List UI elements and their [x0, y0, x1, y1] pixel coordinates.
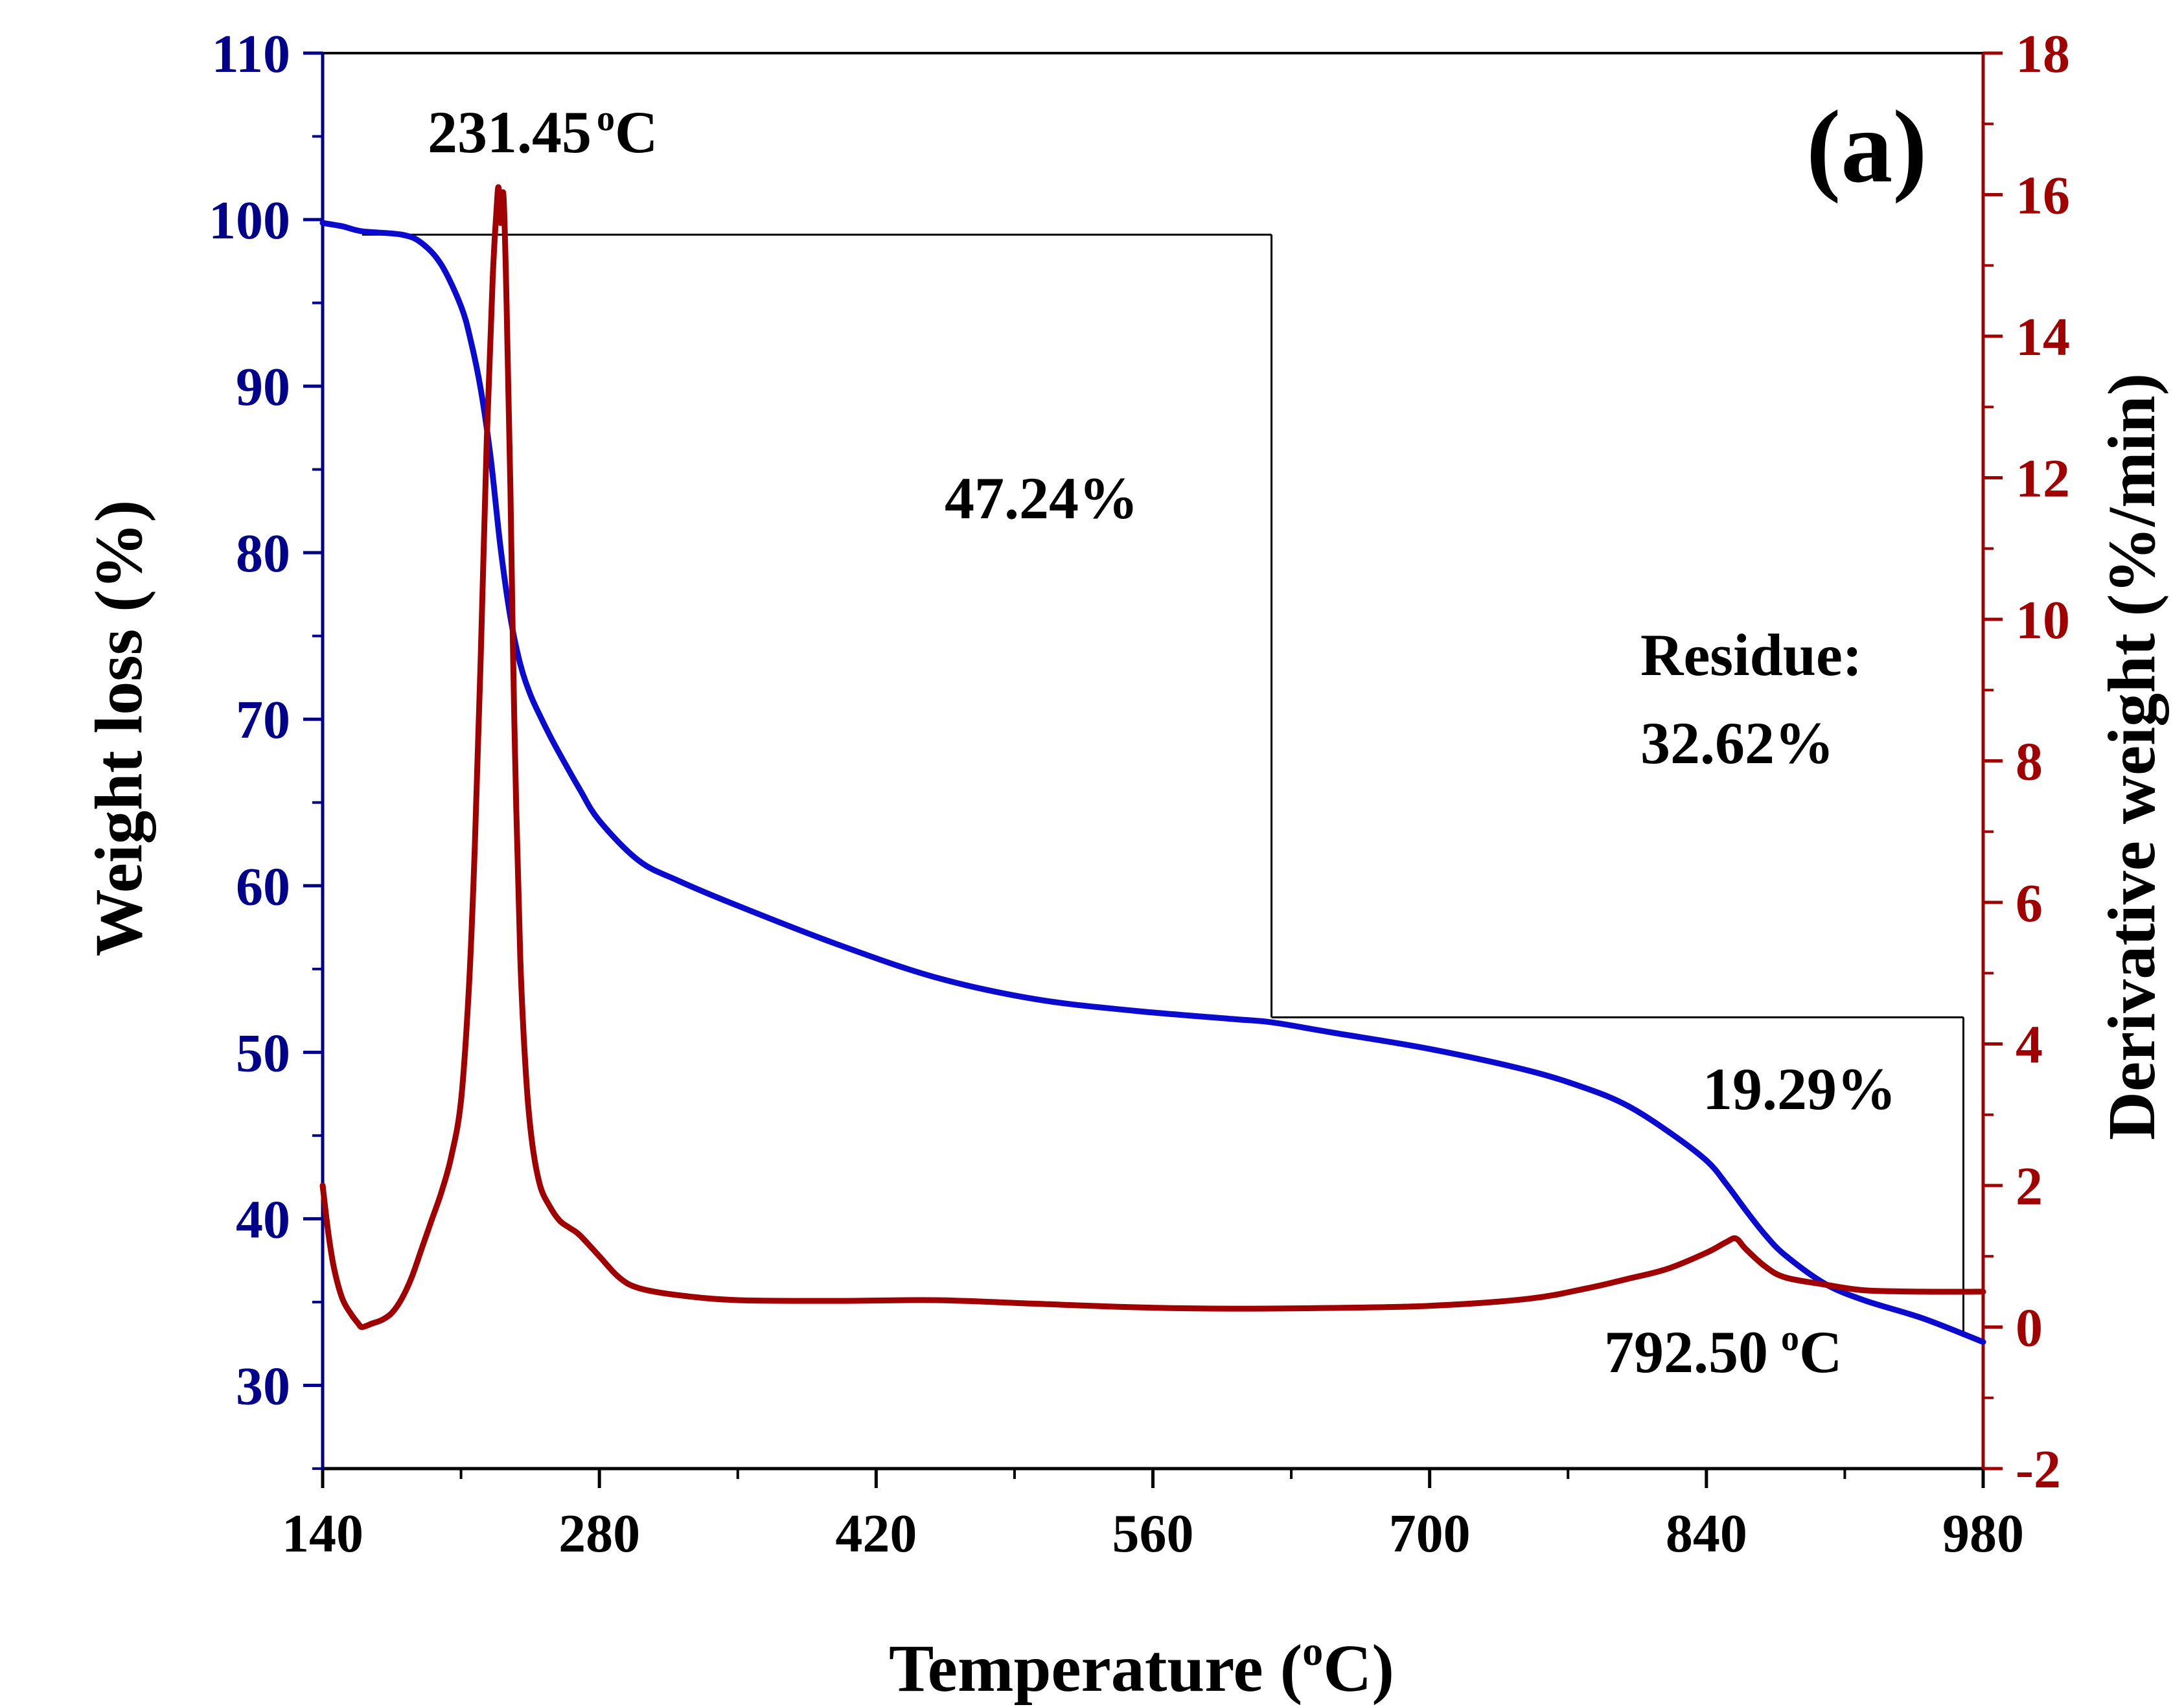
right-y-tick-label: 4 [2016, 1015, 2043, 1075]
right-y-axis-title: Derivative weight (%/min) [2095, 373, 2169, 1140]
peak1-degree: o [597, 98, 615, 139]
left-y-tick-label: 40 [236, 1189, 290, 1250]
derivative-weight-curve [319, 184, 1986, 1330]
x-axis-title-main: Temperature ( [889, 1631, 1302, 1706]
residue-value: 32.62% [1640, 710, 1834, 776]
right-y-tick-label: 12 [2016, 449, 2070, 509]
right-y-tick-label: 6 [2016, 873, 2043, 934]
x-tick-label: 140 [282, 1504, 363, 1564]
right-y-tick-label: 14 [2016, 307, 2070, 367]
peak2-degree: o [1781, 1318, 1799, 1358]
panel-label: (a) [1806, 89, 1927, 204]
x-axis-ticks: 140 280 420 560 700 840 980 [282, 1469, 2024, 1564]
right-y-tick-label: 2 [2016, 1156, 2043, 1217]
peak1-annotation: 231.45 oC [428, 98, 658, 165]
right-y-tick-label: 8 [2016, 732, 2043, 792]
step2-mass-loss-label: 19.29% [1703, 1056, 1896, 1122]
left-y-tick-label: 70 [236, 690, 290, 750]
left-y-tick-label: 60 [236, 856, 290, 917]
x-axis-title-degree: o [1302, 1628, 1323, 1674]
left-y-tick-label: 110 [212, 24, 290, 84]
left-y-tick-label: 90 [236, 357, 290, 417]
x-tick-label: 840 [1666, 1504, 1747, 1564]
left-y-axis-ticks: 30 40 50 60 70 80 90 100 110 [209, 24, 323, 1470]
right-y-tick-label: -2 [2016, 1439, 2061, 1500]
weight-loss-curve [319, 220, 1986, 1346]
left-y-tick-label: 80 [236, 523, 290, 584]
x-tick-label: 700 [1389, 1504, 1471, 1564]
peak1-value: 231.45 [428, 99, 592, 165]
left-y-tick-label: 30 [236, 1356, 290, 1416]
right-y-tick-label: 0 [2016, 1298, 2043, 1358]
x-tick-label: 420 [835, 1504, 917, 1564]
x-axis-title-tail: C) [1323, 1631, 1394, 1706]
right-y-axis-ticks: -2 0 2 4 6 8 10 12 14 16 18 [1983, 24, 2070, 1500]
step1-mass-loss-label: 47.24% [945, 465, 1138, 531]
right-y-tick-label: 18 [2016, 24, 2070, 84]
left-y-tick-label: 50 [236, 1023, 290, 1083]
x-tick-label: 280 [558, 1504, 640, 1564]
residue-label: Residue: [1640, 622, 1862, 688]
peak2-unit: C [1799, 1319, 1842, 1385]
peak2-annotation: 792.50 oC [1604, 1318, 1842, 1385]
peak2-value: 792.50 [1604, 1319, 1768, 1385]
left-y-tick-label: 100 [209, 190, 290, 251]
x-axis-title: Temperature (oC) [889, 1628, 1394, 1706]
peak1-unit: C [615, 99, 658, 165]
x-tick-label: 980 [1942, 1504, 2024, 1564]
right-y-tick-label: 10 [2016, 590, 2070, 650]
step-guide-lines [362, 233, 1964, 1337]
x-tick-label: 560 [1112, 1504, 1194, 1564]
right-y-tick-label: 16 [2016, 166, 2070, 226]
left-y-axis-title: Weight loss (%) [82, 500, 156, 957]
